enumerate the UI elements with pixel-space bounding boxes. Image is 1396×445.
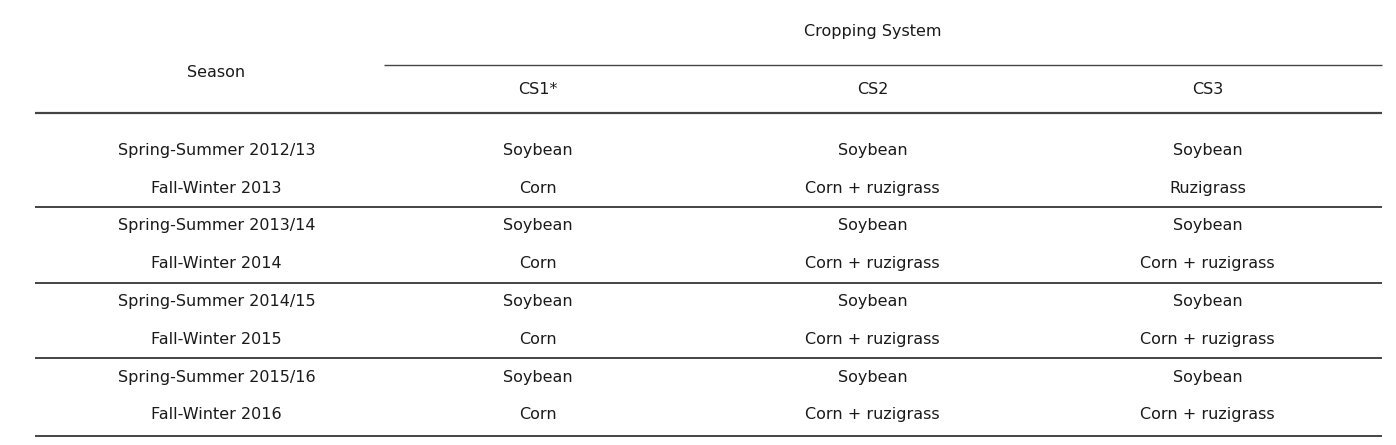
Text: Spring-Summer 2015/16: Spring-Summer 2015/16: [117, 370, 315, 384]
Text: CS1*: CS1*: [518, 81, 557, 97]
Text: Season: Season: [187, 65, 246, 80]
Text: Corn + ruzigrass: Corn + ruzigrass: [805, 181, 940, 195]
Text: Corn + ruzigrass: Corn + ruzigrass: [805, 332, 940, 347]
Text: Soybean: Soybean: [838, 294, 907, 309]
Text: Soybean: Soybean: [838, 218, 907, 233]
Text: Corn + ruzigrass: Corn + ruzigrass: [1141, 408, 1275, 422]
Text: Soybean: Soybean: [503, 143, 572, 158]
Text: Soybean: Soybean: [838, 143, 907, 158]
Text: Fall-Winter 2014: Fall-Winter 2014: [151, 256, 282, 271]
Text: Corn + ruzigrass: Corn + ruzigrass: [805, 408, 940, 422]
Text: Corn: Corn: [519, 332, 556, 347]
Text: Fall-Winter 2015: Fall-Winter 2015: [151, 332, 282, 347]
Text: Corn + ruzigrass: Corn + ruzigrass: [1141, 256, 1275, 271]
Text: Corn + ruzigrass: Corn + ruzigrass: [805, 256, 940, 271]
Text: Soybean: Soybean: [1173, 370, 1242, 384]
Text: Soybean: Soybean: [503, 218, 572, 233]
Text: Cropping System: Cropping System: [804, 24, 941, 39]
Text: Corn: Corn: [519, 408, 556, 422]
Text: Corn: Corn: [519, 181, 556, 195]
Text: Fall-Winter 2013: Fall-Winter 2013: [151, 181, 282, 195]
Text: Spring-Summer 2014/15: Spring-Summer 2014/15: [117, 294, 315, 309]
Text: Soybean: Soybean: [503, 370, 572, 384]
Text: Corn: Corn: [519, 256, 556, 271]
Text: Spring-Summer 2012/13: Spring-Summer 2012/13: [117, 143, 315, 158]
Text: Soybean: Soybean: [1173, 143, 1242, 158]
Text: Soybean: Soybean: [1173, 294, 1242, 309]
Text: Spring-Summer 2013/14: Spring-Summer 2013/14: [117, 218, 315, 233]
Text: Fall-Winter 2016: Fall-Winter 2016: [151, 408, 282, 422]
Text: Ruzigrass: Ruzigrass: [1168, 181, 1247, 195]
Text: CS3: CS3: [1192, 81, 1223, 97]
Text: Soybean: Soybean: [1173, 218, 1242, 233]
Text: Corn + ruzigrass: Corn + ruzigrass: [1141, 332, 1275, 347]
Text: CS2: CS2: [857, 81, 888, 97]
Text: Soybean: Soybean: [503, 294, 572, 309]
Text: Soybean: Soybean: [838, 370, 907, 384]
